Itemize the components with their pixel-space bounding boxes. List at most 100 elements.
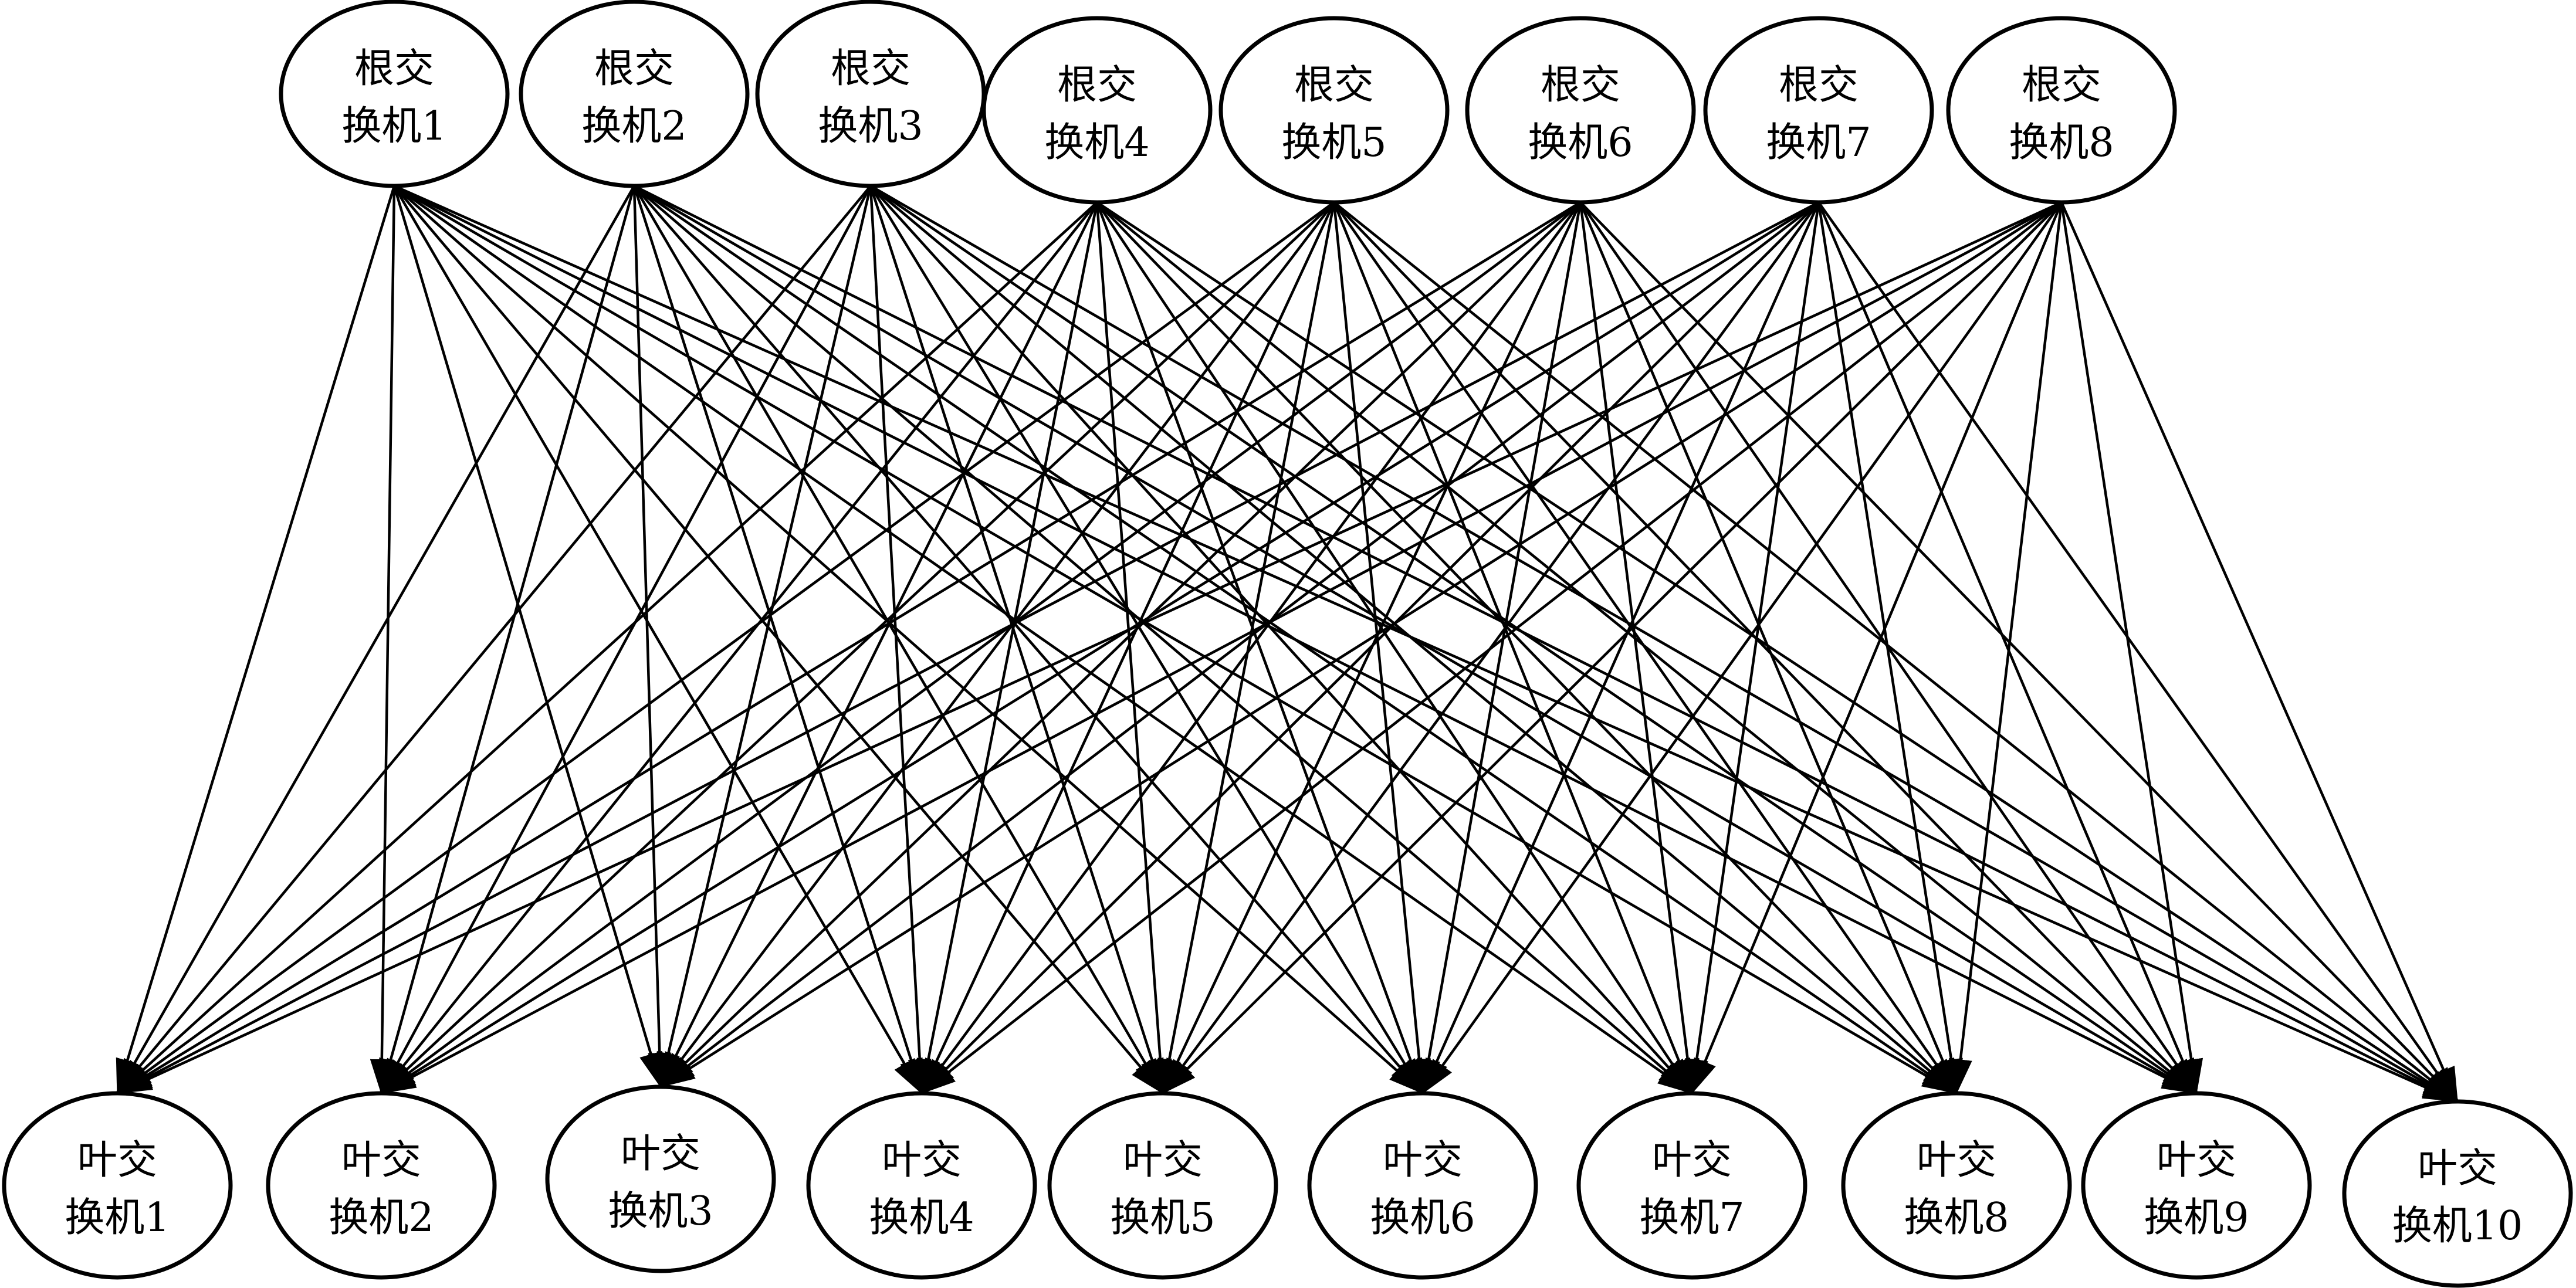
node-ellipse <box>1841 1091 2072 1280</box>
edge-root5-leaf9 <box>1333 201 2198 1094</box>
edge-root1-leaf8 <box>393 185 1958 1094</box>
edge-root4-leaf5 <box>1095 202 1172 1094</box>
node-label-line1: 叶交 <box>621 1131 700 1177</box>
node-ellipse <box>1576 1091 1807 1280</box>
node-ellipse <box>519 0 750 188</box>
edge-root4-leaf10 <box>1096 201 2459 1103</box>
node-ellipse <box>1307 1091 1538 1280</box>
edge-root7-leaf2 <box>380 201 1820 1094</box>
node-label-line1: 根交 <box>354 46 434 92</box>
edge-root7-leaf9 <box>1817 202 2198 1094</box>
edge-root2-leaf10 <box>633 184 2459 1103</box>
node-ellipse <box>279 0 510 188</box>
edge-root4-leaf1 <box>116 201 1098 1094</box>
edge-root1-leaf4 <box>393 185 923 1094</box>
edges-layer <box>116 184 2459 1103</box>
node-label-line2: 换机3 <box>608 1188 713 1235</box>
edge-root3-leaf1 <box>116 185 872 1094</box>
edge-root2-leaf4 <box>632 185 923 1094</box>
edge-root8-leaf1 <box>116 201 2062 1095</box>
edge-root2-leaf2 <box>379 185 636 1094</box>
edge-root3-leaf6 <box>869 185 1424 1094</box>
node-label-line1: 叶交 <box>77 1137 157 1184</box>
edge-root3-leaf10 <box>869 185 2459 1103</box>
node-label-line2: 换机1 <box>65 1195 170 1241</box>
node-label-line2: 换机5 <box>1110 1195 1215 1241</box>
node-label-line1: 根交 <box>1294 62 1374 109</box>
edge-root6-leaf4 <box>920 201 1582 1094</box>
edge-root5-leaf6 <box>1332 202 1431 1094</box>
edge-root7-leaf7 <box>1685 202 1820 1094</box>
edge-root2-leaf3 <box>632 185 672 1088</box>
node-label-line1: 根交 <box>1541 62 1620 109</box>
node-label-line1: 叶交 <box>1652 1137 1732 1184</box>
edge-root1-leaf2 <box>370 185 396 1094</box>
edge-root8-leaf2 <box>380 201 2063 1094</box>
node-label-line1: 叶交 <box>2418 1145 2497 1192</box>
edge-root1-leaf10 <box>394 184 2459 1103</box>
node-ellipse <box>266 1091 497 1280</box>
edge-root5-leaf1 <box>116 201 1335 1094</box>
edge-root5-leaf4 <box>920 202 1336 1094</box>
node-label-line2: 换机4 <box>869 1195 974 1241</box>
edge-root6-leaf2 <box>380 201 1582 1094</box>
node-label-line1: 根交 <box>1057 62 1137 109</box>
node-ellipse <box>1047 1091 1278 1280</box>
edge-root5-leaf2 <box>380 201 1335 1094</box>
node-ellipse <box>2081 1091 2312 1280</box>
node-label-line1: 根交 <box>2022 62 2101 109</box>
node-label-line2: 换机4 <box>1044 120 1149 166</box>
node-label-line2: 换机10 <box>2392 1203 2523 1249</box>
edge-root4-leaf8 <box>1096 201 1958 1094</box>
edge-root3-leaf4 <box>869 185 932 1094</box>
edge-root1-leaf3 <box>392 185 662 1088</box>
node-label-line2: 换机8 <box>1904 1195 2009 1241</box>
edge-root4-leaf3 <box>659 202 1099 1088</box>
edge-root8-leaf10 <box>2060 202 2459 1103</box>
edge-root8-leaf5 <box>1162 201 2063 1094</box>
edge-root1-leaf6 <box>393 185 1424 1094</box>
node-ellipse <box>981 16 1213 205</box>
edge-root2-leaf1 <box>116 185 635 1094</box>
edge-root5-leaf8 <box>1333 201 1958 1094</box>
node-ellipse <box>1703 16 1934 205</box>
edge-root5-leaf7 <box>1332 202 1694 1094</box>
edge-root5-leaf5 <box>1157 202 1336 1094</box>
edge-root8-leaf8 <box>1948 202 2063 1094</box>
edge-root4-leaf7 <box>1096 201 1693 1094</box>
edge-root2-leaf8 <box>633 185 1958 1094</box>
node-label-line2: 换机9 <box>2144 1195 2249 1241</box>
edge-root7-leaf10 <box>1817 201 2459 1103</box>
edge-root6-leaf1 <box>116 201 1582 1094</box>
node-label-line2: 换机3 <box>818 103 923 150</box>
edge-root2-leaf5 <box>633 185 1164 1094</box>
edge-root3-leaf7 <box>869 185 1693 1094</box>
edge-root3-leaf3 <box>656 185 872 1088</box>
edge-root8-leaf9 <box>2060 202 2203 1094</box>
edge-root2-leaf6 <box>633 185 1424 1094</box>
node-ellipse <box>755 0 986 188</box>
edge-root3-leaf2 <box>380 185 872 1094</box>
node-label-line1: 根交 <box>831 46 910 92</box>
edge-root7-leaf6 <box>1421 202 1820 1094</box>
node-label-line1: 根交 <box>1779 62 1859 109</box>
node-label-line2: 换机5 <box>1281 120 1386 166</box>
